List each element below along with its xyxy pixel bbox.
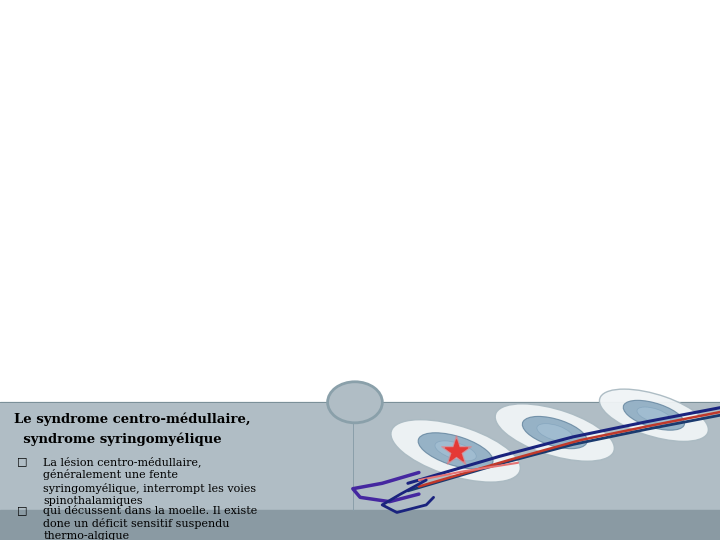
Text: La lésion centro-médullaire,
généralement une fente
syringomyélique, interrompt : La lésion centro-médullaire, généralemen… <box>43 456 256 505</box>
Ellipse shape <box>391 420 521 482</box>
Text: □: □ <box>17 505 27 515</box>
Text: Le syndrome centro-médullaire,: Le syndrome centro-médullaire, <box>14 412 251 426</box>
Point <box>450 447 462 455</box>
Ellipse shape <box>495 404 614 461</box>
Bar <box>0 0 720 402</box>
Ellipse shape <box>537 424 572 441</box>
Text: □: □ <box>17 456 27 467</box>
Point <box>450 447 462 455</box>
Text: syndrome syringomyélique: syndrome syringomyélique <box>14 433 222 446</box>
Circle shape <box>328 382 382 423</box>
Text: qui décussent dans la moelle. Il existe
done un déficit sensitif suspendu
thermo: qui décussent dans la moelle. Il existe … <box>43 505 258 540</box>
Ellipse shape <box>600 389 708 441</box>
Ellipse shape <box>624 400 685 430</box>
Ellipse shape <box>435 441 476 461</box>
Bar <box>0 402 720 510</box>
Ellipse shape <box>637 407 671 423</box>
Ellipse shape <box>418 433 493 469</box>
Ellipse shape <box>522 416 588 449</box>
Bar <box>0 510 720 540</box>
